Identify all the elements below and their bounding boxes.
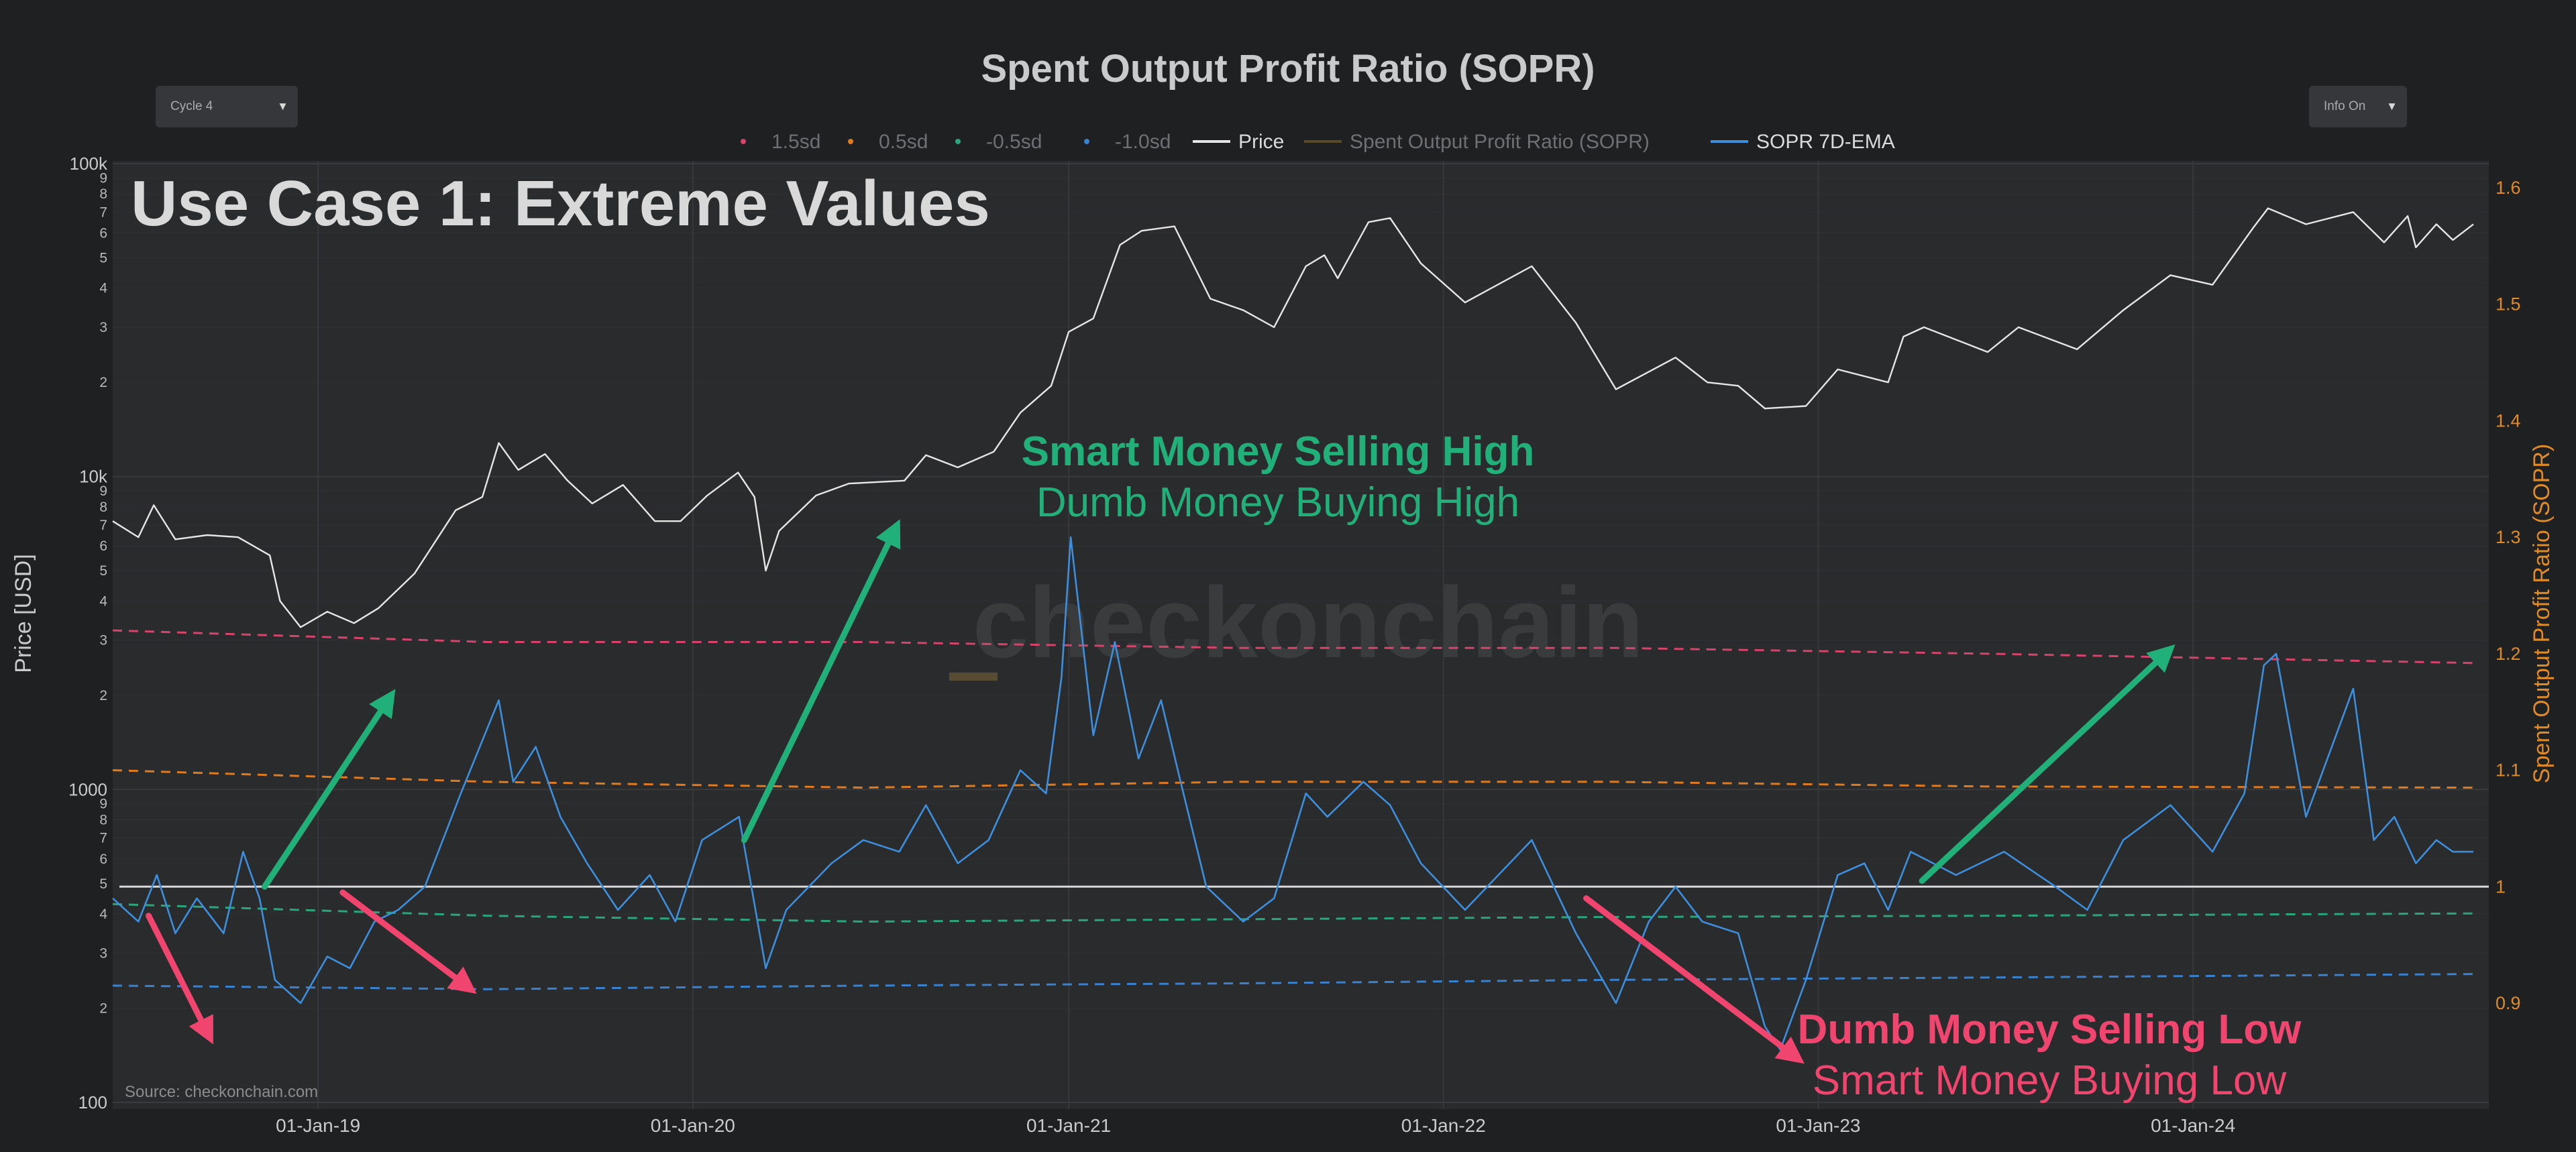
right-tick-label: 1 xyxy=(2496,876,2506,897)
legend-item: -0.5sd xyxy=(986,131,1042,153)
left-tick-label: 1000 xyxy=(68,779,107,799)
right-tick-label: 1.1 xyxy=(2496,760,2521,781)
x-tick-label: 01-Jan-21 xyxy=(1026,1115,1111,1136)
left-minor-tick-label: 8 xyxy=(99,186,107,202)
legend-marker xyxy=(741,139,746,144)
right-tick-label: 0.9 xyxy=(2496,993,2521,1013)
source-note: Source: checkonchain.com xyxy=(125,1083,318,1101)
sd-bands xyxy=(112,629,2474,990)
annotation-dumb-selling-low: Dumb Money Selling Low xyxy=(1798,1006,2302,1053)
grid xyxy=(113,161,2489,1109)
x-tick-label: 01-Jan-20 xyxy=(651,1115,735,1136)
pink-arrow xyxy=(339,889,477,994)
left-minor-tick-label: 6 xyxy=(99,852,107,867)
left-tick-label: 10k xyxy=(79,467,108,487)
plot-area xyxy=(113,161,2489,1109)
left-minor-tick-label: 5 xyxy=(99,563,107,579)
cycle-select-value: Cycle 4 xyxy=(170,99,213,113)
x-tick-label: 01-Jan-24 xyxy=(2151,1115,2235,1136)
series-lines xyxy=(112,207,2489,1051)
left-minor-tick-label: 7 xyxy=(99,518,107,533)
right-tick-label: 1.2 xyxy=(2496,644,2521,664)
band-neg-0-5sd xyxy=(112,903,2474,923)
pink-arrow xyxy=(1583,895,1805,1064)
left-minor-tick-label: 2 xyxy=(99,375,107,390)
band-neg-1-0sd xyxy=(112,973,2474,990)
chart-title: Spent Output Profit Ratio (SOPR) xyxy=(981,47,1595,91)
left-minor-tick-label: 7 xyxy=(99,205,107,220)
left-minor-tick-label: 6 xyxy=(99,226,107,241)
legend-item: Spent Output Profit Ratio (SOPR) xyxy=(1350,131,1650,153)
right-tick-label: 1.4 xyxy=(2496,410,2521,430)
chevron-down-icon: ▼ xyxy=(277,100,288,113)
watermark-logo-mark xyxy=(949,673,998,681)
left-minor-tick-label: 2 xyxy=(99,688,107,703)
left-minor-tick-label: 3 xyxy=(99,945,107,961)
left-minor-tick-label: 8 xyxy=(99,813,107,828)
legend-item: 1.5sd xyxy=(771,131,820,153)
left-axis-label: Price [USD] xyxy=(11,554,36,673)
left-minor-tick-label: 4 xyxy=(99,907,107,922)
left-minor-tick-label: 5 xyxy=(99,876,107,892)
annotation-smart-selling-high: Smart Money Selling High xyxy=(1022,428,1535,475)
left-tick-label: 100k xyxy=(70,154,108,174)
axes: 100100010k100k2345678923456789234567890.… xyxy=(68,154,2520,1136)
price-line xyxy=(112,207,2474,628)
left-minor-tick-label: 4 xyxy=(99,281,107,296)
left-minor-tick-label: 5 xyxy=(99,250,107,266)
legend-item: 0.5sd xyxy=(879,131,928,153)
green-arrow xyxy=(741,519,901,844)
right-tick-label: 1.3 xyxy=(2496,527,2521,547)
annotation-dumb-buying-high: Dumb Money Buying High xyxy=(1036,479,1519,526)
right-tick-label: 1.6 xyxy=(2496,178,2521,198)
left-minor-tick-label: 6 xyxy=(99,538,107,554)
legend-marker xyxy=(955,139,961,144)
band-0-5sd xyxy=(112,769,2474,789)
x-tick-label: 01-Jan-19 xyxy=(276,1115,360,1136)
band-1-5sd xyxy=(112,629,2474,665)
green-arrow xyxy=(262,689,396,890)
legend-item: SOPR 7D-EMA xyxy=(1756,131,1895,153)
right-axis-label: Spent Output Profit Ratio (SOPR) xyxy=(2529,444,2555,783)
x-tick-label: 01-Jan-22 xyxy=(1401,1115,1486,1136)
legend-item: -1.0sd xyxy=(1115,131,1171,153)
left-minor-tick-label: 4 xyxy=(99,593,107,609)
left-minor-tick-label: 8 xyxy=(99,500,107,515)
x-tick-label: 01-Jan-23 xyxy=(1776,1115,1860,1136)
overlay-title: Use Case 1: Extreme Values xyxy=(131,168,990,239)
right-tick-label: 1.5 xyxy=(2496,294,2521,314)
cycle-select[interactable]: Cycle 4 ▼ xyxy=(156,86,298,127)
left-minor-tick-label: 7 xyxy=(99,831,107,846)
annotation-smart-buying-low: Smart Money Buying Low xyxy=(1813,1057,2287,1104)
left-minor-tick-label: 3 xyxy=(99,633,107,648)
legend: 1.5sd 0.5sd -0.5sd -1.0sd Price Spent Output … xyxy=(741,131,1895,153)
chevron-down-icon: ▼ xyxy=(2386,100,2398,113)
sopr-ema-line xyxy=(112,536,2473,1051)
left-tick-label: 100 xyxy=(78,1092,107,1112)
left-minor-tick-label: 2 xyxy=(99,1001,107,1017)
left-minor-tick-label: 9 xyxy=(99,797,107,812)
info-select-value: Info On xyxy=(2324,99,2366,113)
left-minor-tick-label: 3 xyxy=(99,320,107,335)
legend-marker xyxy=(1084,139,1089,144)
watermark: checkonchain xyxy=(973,566,1644,679)
info-select[interactable]: Info On ▼ xyxy=(2309,86,2407,127)
legend-item: Price xyxy=(1238,131,1284,153)
left-minor-tick-label: 9 xyxy=(99,170,107,186)
legend-marker xyxy=(848,139,853,144)
pink-arrow xyxy=(146,913,213,1045)
green-arrow xyxy=(1919,644,2176,884)
left-minor-tick-label: 9 xyxy=(99,483,107,499)
annotation-arrows xyxy=(146,519,2176,1064)
